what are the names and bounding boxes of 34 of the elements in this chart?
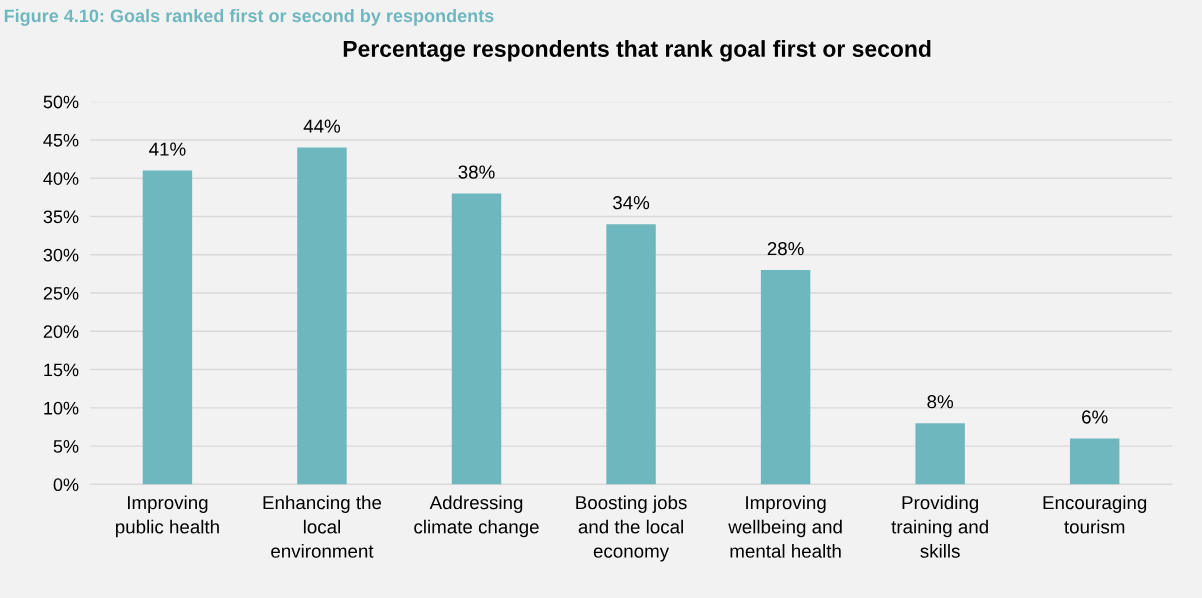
x-tick-label: Addressing climate change — [414, 495, 539, 538]
y-tick-label: 20% — [43, 325, 79, 339]
bar — [297, 147, 347, 485]
y-tick-label: 35% — [43, 210, 79, 224]
data-label: 38% — [458, 165, 495, 179]
data-label: 44% — [303, 119, 341, 133]
y-tick-label: 10% — [44, 401, 79, 415]
y-tick-label: 45% — [43, 133, 79, 147]
x-tick-label: Encouraging tourism — [1043, 495, 1147, 534]
data-label: 6% — [1082, 410, 1108, 424]
y-tick-label: 5% — [53, 440, 79, 453]
y-tick-label: 0% — [53, 478, 79, 492]
y-tick-label: 25% — [43, 286, 79, 300]
x-tick-label: Enhancing the local environment — [263, 495, 382, 558]
bar — [1069, 438, 1120, 485]
bar — [142, 170, 193, 485]
x-tick-label: Providing training and skills — [891, 495, 988, 558]
x-tick-label: Improving public health — [115, 495, 219, 538]
x-tick-label: Improving wellbeing and mental health — [728, 495, 842, 558]
bar — [606, 224, 656, 485]
data-label: 41% — [149, 142, 186, 156]
data-label: 34% — [613, 196, 650, 210]
y-tick-label: 15% — [44, 363, 79, 377]
y-tick-label: 30% — [43, 248, 79, 262]
bar — [915, 423, 965, 485]
y-tick-label: 40% — [43, 172, 79, 185]
bar — [760, 270, 811, 485]
y-tick-label: 50% — [43, 95, 79, 109]
chart-title: Percentage respondents that rank goal first or second — [343, 40, 931, 62]
x-tick-label: Boosting jobs and the local economy — [576, 495, 687, 562]
data-label: 8% — [927, 395, 954, 409]
caption: Figure 4.10: Goals ranked first or second by respondents — [4, 8, 494, 26]
data-label: 28% — [767, 241, 804, 256]
bar — [451, 193, 502, 485]
